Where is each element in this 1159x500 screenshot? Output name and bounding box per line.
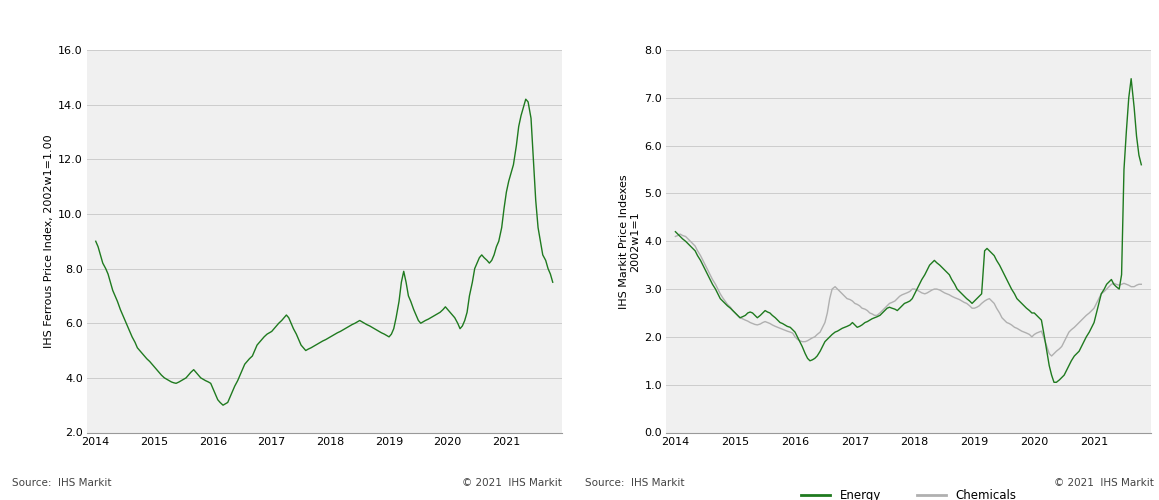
Text: © 2021  IHS Markit: © 2021 IHS Markit — [462, 478, 562, 488]
Y-axis label: IHS Markit Price Indexes
2002w1=1: IHS Markit Price Indexes 2002w1=1 — [619, 174, 640, 308]
Chemicals — [671, 232, 685, 238]
Energy — [1124, 76, 1138, 82]
Text: Source:  IHS Markit: Source: IHS Markit — [12, 478, 111, 488]
Energy — [838, 324, 852, 330]
Chemicals — [1135, 282, 1149, 288]
Energy — [716, 298, 730, 304]
Chemicals — [814, 329, 828, 335]
Energy — [671, 231, 685, 237]
Text: Ferrous prices: Ferrous prices — [13, 24, 131, 38]
Chemicals — [719, 298, 732, 304]
Legend: Energy, Chemicals: Energy, Chemicals — [796, 484, 1021, 500]
Text: © 2021  IHS Markit: © 2021 IHS Markit — [1055, 478, 1154, 488]
Energy — [1122, 95, 1136, 101]
Energy — [1047, 380, 1060, 386]
Text: Source:  IHS Markit: Source: IHS Markit — [585, 478, 685, 488]
Line: Energy: Energy — [676, 78, 1142, 382]
Chemicals — [673, 231, 687, 237]
Chemicals — [1124, 284, 1138, 290]
Chemicals — [669, 234, 683, 239]
Chemicals — [840, 296, 854, 302]
Energy — [1135, 162, 1149, 168]
Line: Chemicals: Chemicals — [676, 234, 1142, 356]
Y-axis label: IHS Ferrous Price Index, 2002w1=1.00: IHS Ferrous Price Index, 2002w1=1.00 — [44, 134, 53, 348]
Text: Energy and chemicals: Energy and chemicals — [592, 24, 773, 38]
Energy — [823, 334, 837, 340]
Chemicals — [1044, 353, 1058, 359]
Chemicals — [825, 286, 839, 292]
Energy — [669, 228, 683, 234]
Energy — [810, 353, 824, 359]
